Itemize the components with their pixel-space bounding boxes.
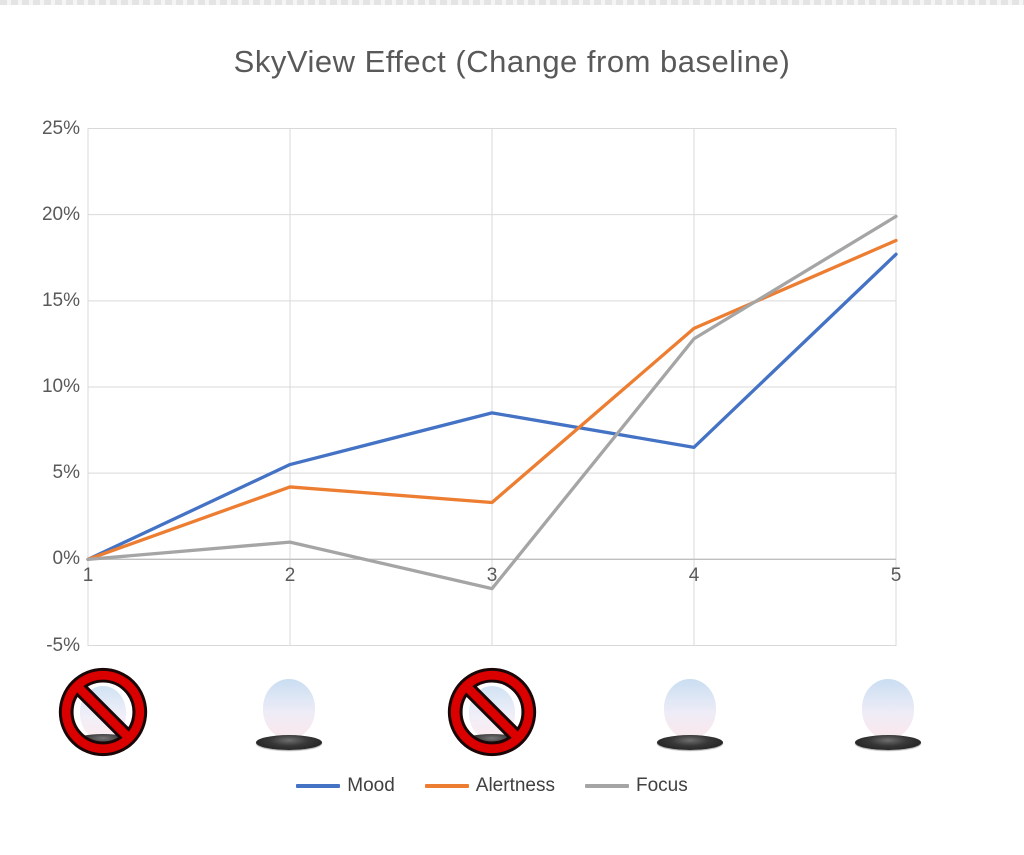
x-axis-tick-label: 4: [688, 565, 700, 586]
y-axis-tick-label: 20%: [41, 203, 80, 225]
x-axis-tick-label: 3: [486, 565, 498, 586]
legend-item-alertness: Alertness: [424, 775, 555, 797]
chart-title: SkyView Effect (Change from baseline): [233, 44, 791, 79]
focus-line-swatch: [584, 784, 629, 788]
alertness-line-swatch: [424, 784, 469, 788]
y-axis-tick-label: -5%: [46, 634, 80, 656]
prohibition-icon: [447, 667, 537, 757]
y-axis-tick-label: 10%: [41, 376, 80, 397]
lamp-icon: [833, 664, 943, 766]
plot-border: [87, 128, 897, 646]
legend-label: Alertness: [475, 775, 555, 796]
chart-legend: Mood Alertness Focus: [0, 775, 984, 797]
lamp-base: [256, 735, 322, 750]
legend-item-mood: Mood: [296, 775, 395, 797]
lamp-base: [855, 735, 921, 750]
no-lamp-icon: [48, 664, 158, 766]
lamp-globe: [263, 679, 315, 739]
x-axis-tick-label: 1: [82, 565, 94, 586]
lamp-globe: [664, 679, 716, 739]
y-axis-tick-label: 15%: [41, 289, 80, 311]
legend-label: Focus: [635, 775, 688, 796]
x-axis-tick-label: 2: [284, 565, 296, 586]
line-chart: [86, 128, 898, 646]
lamp-base: [657, 735, 723, 750]
lamp-icon: [234, 664, 344, 766]
legend-label: Mood: [347, 775, 395, 796]
lamp-globe: [862, 679, 914, 739]
series-line-mood: [86, 252, 898, 561]
mood-line-swatch: [296, 784, 341, 788]
window-edge-strip: [0, 0, 1024, 5]
x-axis-tick-label: 5: [890, 565, 902, 586]
no-lamp-icon: [437, 664, 547, 766]
series-line-focus: [86, 214, 898, 591]
lamp-icon: [635, 664, 745, 766]
y-axis-tick-label: 25%: [41, 117, 80, 139]
y-axis-tick-label: 0%: [52, 548, 80, 570]
prohibition-icon: [58, 667, 148, 757]
y-axis-tick-label: 5%: [52, 462, 80, 484]
legend-item-focus: Focus: [584, 775, 688, 797]
